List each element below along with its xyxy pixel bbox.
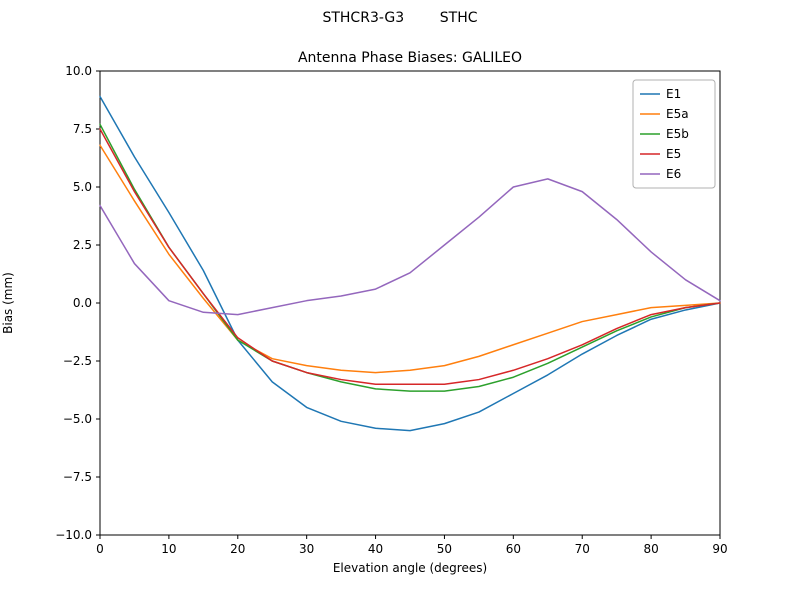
y-tick-label: 0.0 xyxy=(73,296,92,310)
x-tick-label: 30 xyxy=(299,542,314,556)
y-tick-label: −7.5 xyxy=(63,470,92,484)
legend-item-E5: E5 xyxy=(640,147,681,161)
x-tick-label: 20 xyxy=(230,542,245,556)
series-line-E5a xyxy=(99,144,721,374)
x-tick-label: 90 xyxy=(712,542,727,556)
legend-label-E1: E1 xyxy=(666,87,681,101)
series-line-E1 xyxy=(99,95,721,432)
y-tick-label: 5.0 xyxy=(73,180,92,194)
y-tick-label: 2.5 xyxy=(73,238,92,252)
x-tick-label: 0 xyxy=(96,542,104,556)
y-tick-label: −2.5 xyxy=(63,354,92,368)
y-tick-label: −5.0 xyxy=(63,412,92,426)
legend-label-E6: E6 xyxy=(666,167,681,181)
x-tick-label: 40 xyxy=(368,542,383,556)
y-tick-label: −10.0 xyxy=(55,528,92,542)
legend-item-E5a: E5a xyxy=(640,107,689,121)
axes-frame xyxy=(99,70,721,536)
figure-suptitle: STHCR3-G3 STHC xyxy=(322,10,478,26)
y-axis-label: Bias (mm) xyxy=(1,272,15,334)
x-tick-label: 10 xyxy=(161,542,176,556)
legend-label-E5: E5 xyxy=(666,147,681,161)
x-tick-label: 60 xyxy=(506,542,521,556)
legend-item-E5b: E5b xyxy=(640,127,689,141)
series-line-E6 xyxy=(99,178,721,316)
legend-label-E5b: E5b xyxy=(666,127,689,141)
x-tick-label: 50 xyxy=(437,542,452,556)
x-tick-label: 80 xyxy=(643,542,658,556)
legend-frame xyxy=(632,79,716,189)
y-tick-label: 10.0 xyxy=(65,64,92,78)
series-line-E5b xyxy=(99,123,721,392)
legend-item-E6: E6 xyxy=(640,167,681,181)
legend-label-E5a: E5a xyxy=(666,107,689,121)
x-axis-label: Elevation angle (degrees) xyxy=(332,561,488,575)
legend-item-E1: E1 xyxy=(640,87,681,101)
x-tick-label: 70 xyxy=(575,542,590,556)
series-line-E5 xyxy=(99,128,721,385)
chart-title: Antenna Phase Biases: GALILEO xyxy=(297,50,523,66)
y-tick-label: 7.5 xyxy=(73,122,92,136)
